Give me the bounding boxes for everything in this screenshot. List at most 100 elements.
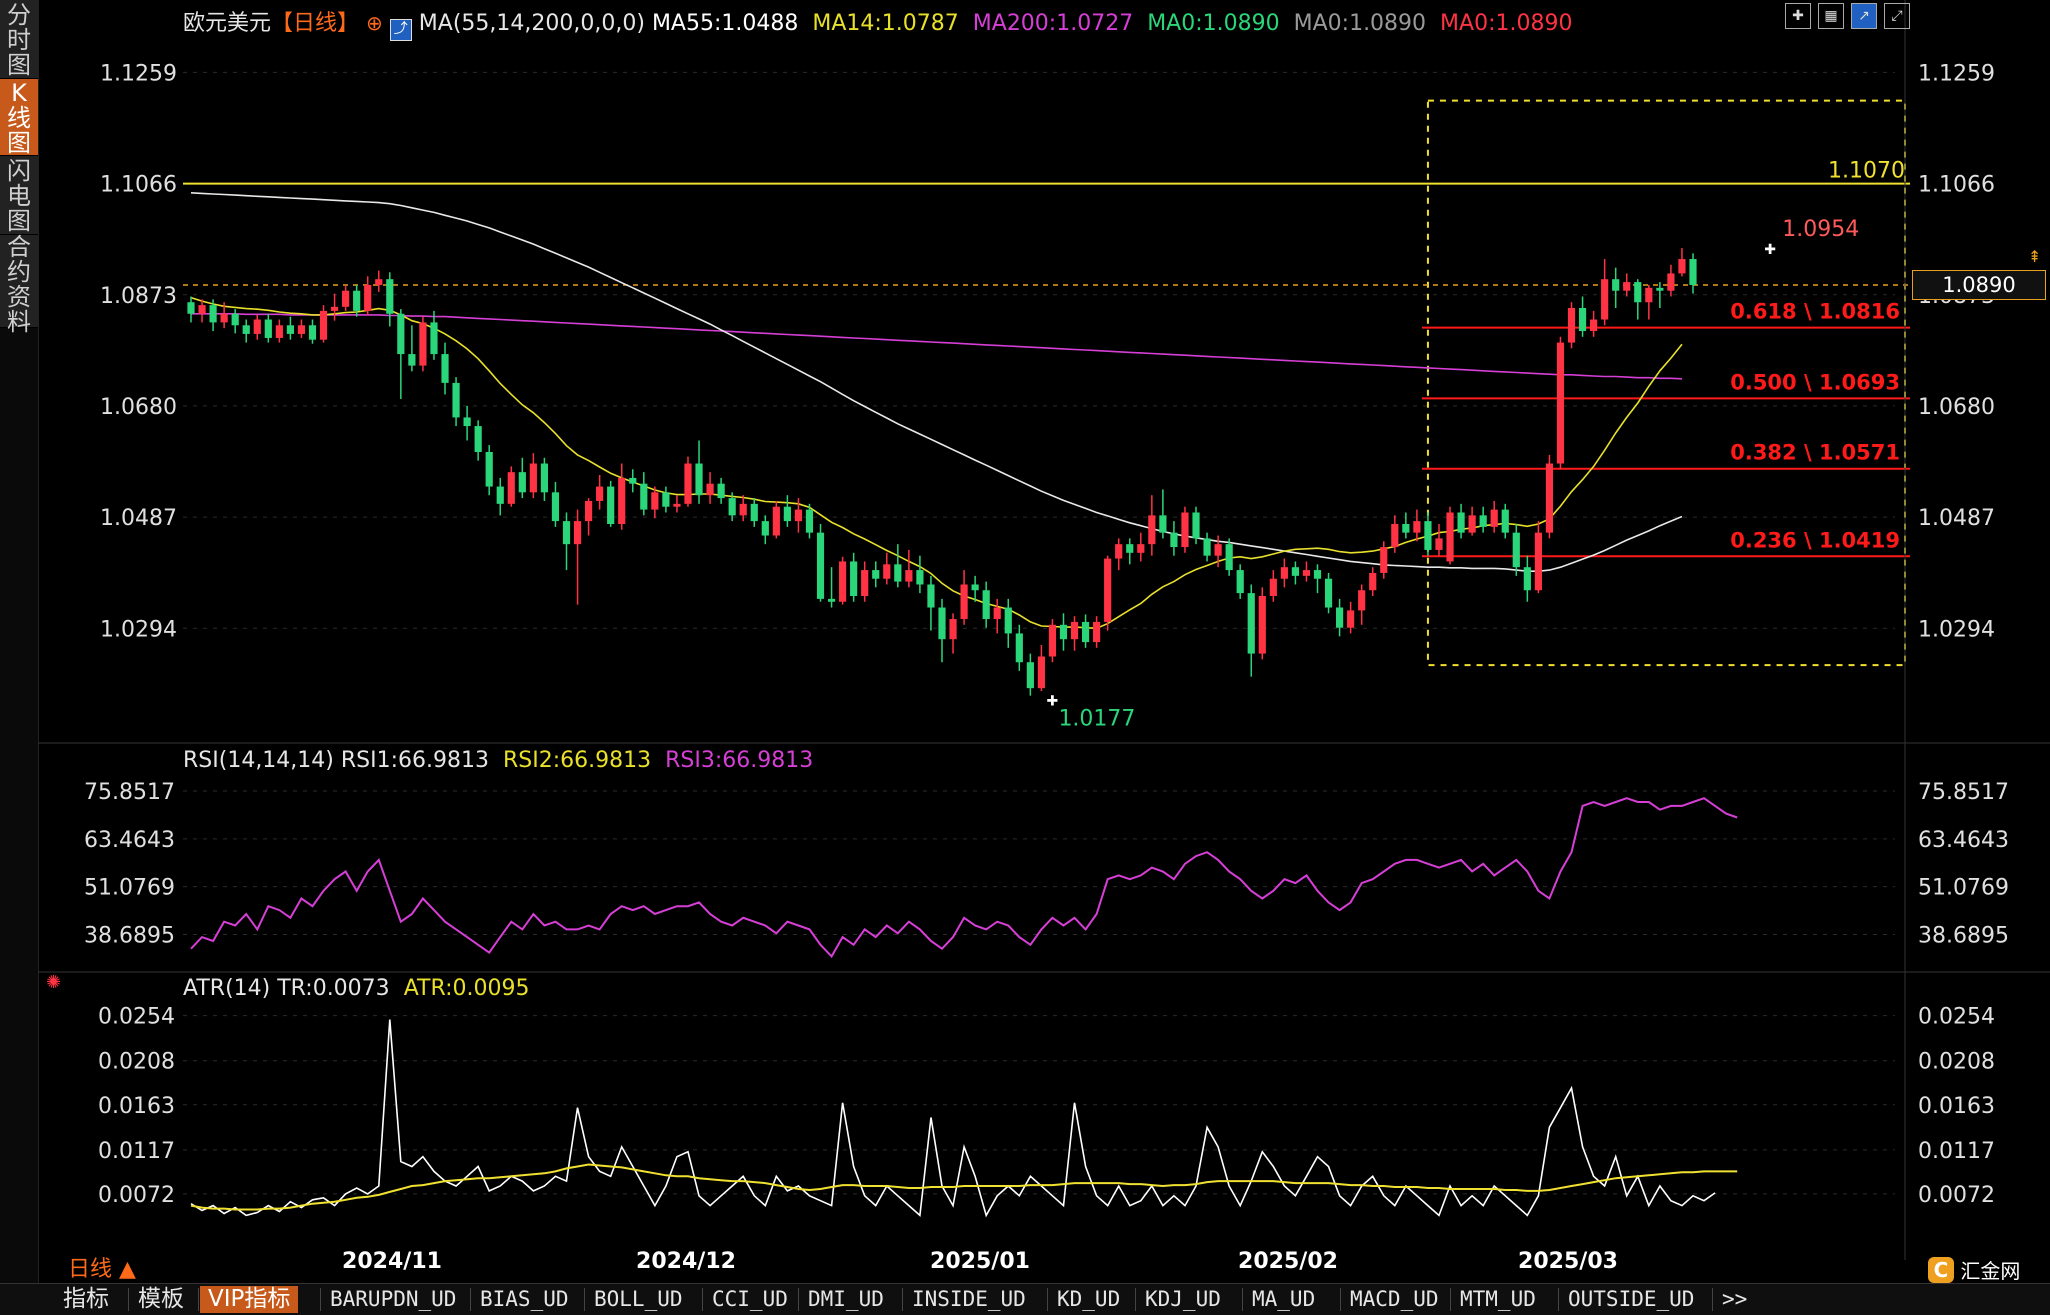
bottom-tab[interactable]: MTM_UD [1460,1287,1536,1311]
candle [607,480,615,527]
candle-body [1081,621,1090,643]
candle-body [1159,515,1167,533]
x-axis-label: 2025/02 [1238,1249,1338,1274]
grid-icon[interactable]: ▦ [1818,3,1844,29]
candle [1347,601,1355,634]
sidebar-tab-kline[interactable]: K线图 [0,79,38,156]
sidebar-tab-flash[interactable]: 闪电图 [0,156,38,235]
candle-body [1170,532,1178,548]
bottom-tab[interactable]: BOLL_UD [594,1287,683,1311]
candle-body [1324,578,1333,608]
bottom-tab[interactable]: DMI_UD [808,1287,884,1311]
candle-body [474,426,482,452]
ma0-value-red: MA0:1.0890 [1440,11,1573,36]
candle [1556,336,1565,470]
ma-params: MA(55,14,200,0,0,0) [418,11,645,36]
candle-body [1093,621,1101,643]
bottom-tab[interactable]: BARUPDN_UD [330,1287,457,1311]
candle [1236,564,1244,599]
candle [1601,259,1609,326]
sidebar-tab-contract[interactable]: 合约资料 [0,235,38,335]
candle [441,342,449,395]
draw-line-icon[interactable]: ↗ [1851,3,1877,29]
candle [1479,506,1487,533]
candle-body [1358,590,1366,611]
bottom-tab[interactable]: KDJ_UD [1145,1287,1221,1311]
candle-body [1457,512,1465,533]
period-label[interactable]: 【日线】 [271,11,360,36]
candle-body [772,506,780,536]
bottom-tab[interactable]: 指标 [63,1286,109,1312]
candle-body [1291,567,1300,576]
candle [1081,614,1090,648]
add-compare-icon[interactable]: ⊕ [366,11,383,35]
candle-body [1567,308,1576,343]
candle-body [596,486,604,501]
sidebar-tab-label: K线图 [7,79,31,157]
candle [540,457,549,501]
candle-body [540,463,549,493]
candle-body [1313,570,1322,579]
candle-body [1148,515,1156,545]
candle [1203,532,1211,562]
candle-body [629,477,637,484]
bottom-tab[interactable]: VIP指标 [200,1286,299,1313]
bottom-tab[interactable]: KD_UD [1057,1287,1121,1311]
bottom-tab[interactable]: OUTSIDE_UD [1568,1287,1695,1311]
candle-body [982,590,990,620]
candle-body [1413,521,1421,533]
candle [408,325,416,372]
candle [419,316,427,372]
candle [993,598,1001,634]
bottom-tab[interactable]: >> [1722,1287,1748,1311]
candle [529,453,537,499]
bottom-tab[interactable]: INSIDE_UD [912,1287,1026,1311]
candle [1623,273,1631,297]
candle [1380,541,1388,579]
ma55-line [190,192,1683,573]
ma55-value: MA55:1.0488 [651,11,799,36]
candle-body [1280,567,1288,579]
candle [430,310,438,360]
candle [1689,253,1697,294]
crosshair-icon[interactable]: ✚ [1785,3,1811,29]
settings-gear-icon[interactable]: ✺ [46,972,62,993]
candle-body [308,325,317,340]
candle-body [805,509,814,533]
candle [662,486,670,513]
atr-name: ATR(14) [183,976,271,1001]
sidebar-tab-fenshi[interactable]: 分时图 [0,0,38,79]
candle-body [1689,259,1697,285]
fullscreen-icon[interactable]: ⤢ [1884,3,1910,29]
candle [971,575,979,602]
bottom-tab[interactable]: CCI_UD [712,1287,788,1311]
chart-canvas[interactable]: 1.12591.12591.10661.10661.08731.08731.06… [0,0,2050,1283]
bottom-tab[interactable]: BIAS_UD [480,1287,569,1311]
candle-body [1258,596,1266,654]
candle-body [1391,524,1399,548]
price-axis-left-label: 1.1066 [100,173,177,198]
candle [1115,538,1123,571]
rsi-legend: RSI(14,14,14) RSI1:66.9813 RSI2:66.9813 … [183,748,813,773]
bottom-tab[interactable]: MA_UD [1252,1287,1316,1311]
candle [805,503,814,539]
candle [629,469,637,493]
bottom-tab[interactable]: 模板 [138,1286,184,1312]
candle-body [728,498,736,516]
candle [861,561,869,602]
sidebar-tab-label: 合约资料 [7,233,31,336]
current-price-marker: 1.0890 [1912,270,2046,300]
bottom-indicator-bar: 指标 模板 VIP指标 BARUPDN_UD BIAS_UD BOLL_UD CCI_UD D… [0,1283,2050,1315]
ma14-value: MA14:1.0787 [812,11,959,36]
indicator-chart-icon[interactable]: ⤴ [389,19,412,41]
period-indicator[interactable]: 日线 ▲ [68,1257,136,1282]
candle [1545,454,1554,539]
candle-body [1048,624,1057,657]
candle-body [1634,282,1642,303]
candle-body [1115,544,1123,559]
bottom-tab[interactable]: MACD_UD [1350,1287,1439,1311]
rsi-axis-left-label: 51.0769 [84,876,175,901]
candle [297,319,306,338]
candle-body [253,319,261,334]
candle-body [1656,287,1664,291]
